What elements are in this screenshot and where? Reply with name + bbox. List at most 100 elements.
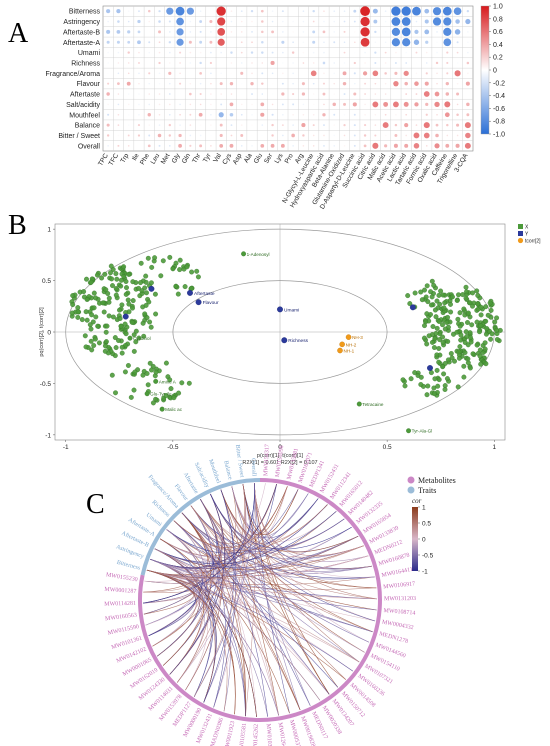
metabolite-label: MW0154317 xyxy=(263,444,271,476)
row-label: Flavour xyxy=(77,81,101,88)
heatmap-cell xyxy=(414,81,419,86)
x-loading-point xyxy=(127,335,133,341)
heatmap-cell xyxy=(199,134,202,137)
heatmap-cell xyxy=(210,113,212,116)
heatmap-cell xyxy=(282,20,284,23)
heatmap-cell xyxy=(395,113,397,116)
heatmap-cell xyxy=(148,124,151,126)
y-loading-point xyxy=(148,285,155,292)
x-loading-point xyxy=(450,294,455,300)
heatmap-cell xyxy=(291,133,295,138)
x-loading-point xyxy=(119,344,125,350)
heatmap-cell xyxy=(323,20,325,23)
x-loading-point xyxy=(153,378,159,384)
heatmap-cell xyxy=(219,133,223,138)
heatmap-cell xyxy=(107,62,109,64)
heatmap-cell xyxy=(176,38,184,46)
heatmap-cell xyxy=(148,9,151,13)
heatmap-cell xyxy=(374,113,377,116)
row-label: Mouthfeel xyxy=(69,112,100,119)
colorbar-tick-label: -1 xyxy=(422,569,428,576)
heatmap-cell xyxy=(251,31,253,33)
metabolite-label: MW0103942 xyxy=(265,724,273,746)
x-loading-point xyxy=(434,298,440,304)
x-loading-point xyxy=(428,302,434,308)
score-point xyxy=(339,341,345,348)
heatmap-cell xyxy=(158,51,161,54)
heatmap-cell xyxy=(127,10,130,12)
heatmap-cell xyxy=(117,20,120,23)
x-loading-point xyxy=(104,323,110,329)
score-point xyxy=(337,347,343,354)
heatmap-cell xyxy=(199,103,202,106)
heatmap-cell xyxy=(137,30,141,34)
heatmap-cell xyxy=(168,145,171,147)
heatmap-cell xyxy=(198,112,203,117)
heatmap-cell xyxy=(116,30,121,34)
trait-label: Bitterness xyxy=(116,560,141,572)
y-axis-label: pq(corr)[2], t(corr)[2] xyxy=(39,307,45,357)
x-loading-point xyxy=(122,369,128,375)
heatmap-cell xyxy=(372,70,379,77)
heatmap-cell xyxy=(117,93,120,95)
heatmap-cell xyxy=(333,62,336,64)
heatmap-cell xyxy=(240,41,243,44)
heatmap-cell xyxy=(323,124,325,127)
row-label: Salt/acidity xyxy=(66,102,100,109)
x-loading-point xyxy=(173,283,179,289)
heatmap-cell xyxy=(179,124,181,126)
heatmap-cell xyxy=(364,124,367,127)
heatmap-cell xyxy=(148,62,151,64)
heatmap-cell xyxy=(199,40,203,44)
heatmap-cell xyxy=(127,72,130,75)
x-loading-point xyxy=(464,334,470,339)
heatmap-cell xyxy=(434,101,440,108)
x-loading-point xyxy=(445,339,451,344)
x-loading-point xyxy=(186,380,192,386)
heatmap-cell xyxy=(281,82,284,85)
heatmap-cell xyxy=(302,51,305,54)
heatmap-cell xyxy=(189,31,192,33)
metabolite-label: MW0145262 xyxy=(253,724,260,746)
heatmap-cell xyxy=(117,124,120,126)
x-loading-point xyxy=(144,391,150,397)
heatmap-cell xyxy=(391,17,401,26)
correlation-link xyxy=(154,511,337,565)
heatmap-cell xyxy=(189,82,192,85)
y-loading-point xyxy=(195,299,202,306)
heatmap-cell xyxy=(210,145,212,147)
heatmap-cell xyxy=(127,30,131,34)
x-loading-point xyxy=(112,335,118,341)
x-loading-point xyxy=(428,289,434,295)
column-label: Val xyxy=(212,152,223,164)
heatmap-cell xyxy=(395,93,397,95)
heatmap-cell xyxy=(240,31,243,33)
heatmap-cell xyxy=(158,82,161,85)
y-tick-label: -0.5 xyxy=(40,381,52,388)
heatmap-cell xyxy=(292,72,294,75)
heatmap-cell xyxy=(209,20,213,24)
heatmap-cell xyxy=(250,81,254,86)
colorbar-tick-label: 0 xyxy=(422,537,426,544)
x-loading-point xyxy=(83,309,89,315)
heatmap-cell xyxy=(107,82,110,85)
x-loading-point xyxy=(88,279,94,285)
x-loading-point xyxy=(149,264,155,270)
x-loading-point xyxy=(95,323,101,329)
x-loading-point xyxy=(110,314,116,320)
correlation-link xyxy=(173,520,330,695)
x-loading-point xyxy=(148,280,154,286)
x-loading-point xyxy=(136,335,142,341)
heatmap-cell xyxy=(178,143,182,148)
x-loading-point xyxy=(117,307,122,313)
x-loading-point xyxy=(126,271,132,277)
x-loading-point xyxy=(444,320,450,325)
heatmap-cell xyxy=(127,20,130,23)
x-loading-point xyxy=(483,361,489,367)
heatmap-cell xyxy=(179,113,181,116)
x-loading-point xyxy=(119,350,125,356)
heatmap-cell xyxy=(435,123,439,127)
heatmap-cell xyxy=(106,92,110,96)
metabolite-label: MEDN1278 xyxy=(378,631,408,645)
y-loading-point xyxy=(427,365,433,371)
